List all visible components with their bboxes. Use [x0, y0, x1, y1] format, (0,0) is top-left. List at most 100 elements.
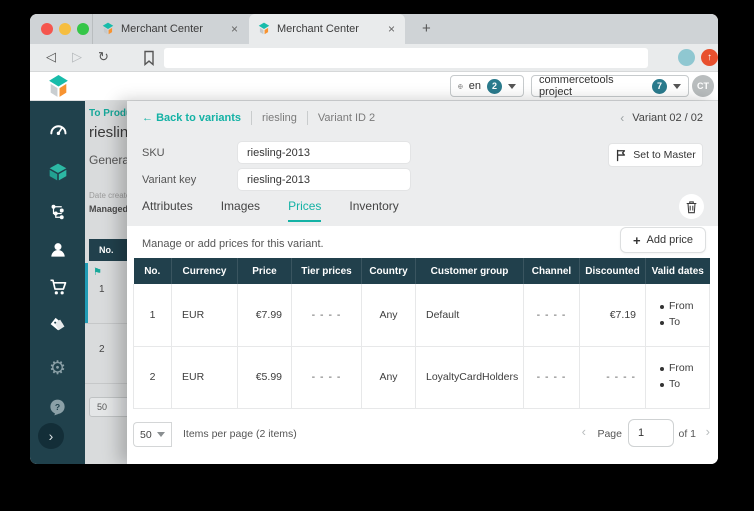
- tab-close-icon[interactable]: ×: [387, 22, 395, 36]
- sidebar-collapse-button[interactable]: ›: [38, 423, 64, 449]
- refresh-icon[interactable]: ↻: [98, 49, 109, 64]
- plus-icon: +: [632, 232, 641, 248]
- tags-icon: [50, 317, 64, 331]
- browser-tab-inactive[interactable]: Merchant Center ×: [92, 14, 248, 44]
- cell-currency: EUR: [171, 346, 238, 409]
- background-back-link[interactable]: To Products list: [89, 108, 127, 119]
- sku-label: SKU: [142, 147, 165, 159]
- table-header-row: No. Currency Price Tier prices Country C…: [133, 258, 710, 284]
- background-row-1[interactable]: 1: [99, 284, 105, 295]
- variant-pager-label: Variant 02 / 02: [632, 112, 703, 124]
- tab-images[interactable]: Images: [220, 199, 261, 213]
- cell-tier-prices: - - - -: [291, 346, 362, 409]
- window-close-button[interactable]: [41, 23, 53, 35]
- person-icon: [50, 243, 65, 257]
- back-icon[interactable]: ◁: [46, 49, 56, 64]
- extension-icon[interactable]: [678, 49, 695, 66]
- cube-icon: [49, 163, 66, 181]
- divider: [85, 383, 127, 384]
- bookmark-icon[interactable]: [142, 50, 156, 66]
- sidebar-item-support[interactable]: ?: [30, 388, 85, 426]
- back-to-variants-link[interactable]: ← Back to variants: [142, 112, 242, 124]
- cell-discounted: - - - -: [579, 346, 646, 409]
- tab-inventory[interactable]: Inventory: [349, 199, 399, 213]
- chevron-down-icon: [508, 83, 516, 89]
- sku-input[interactable]: [238, 142, 410, 163]
- cell-discounted: €7.19: [579, 284, 646, 347]
- divider: [251, 111, 253, 125]
- col-currency: Currency: [171, 258, 238, 284]
- flag-icon: [617, 149, 626, 161]
- sidebar-item-settings[interactable]: ⚙: [30, 349, 85, 387]
- set-to-master-button[interactable]: Set to Master: [608, 143, 703, 167]
- cell-valid-dates: From To: [645, 284, 710, 347]
- project-label: commercetools project: [539, 74, 614, 98]
- sidebar-item-dashboard[interactable]: [30, 111, 85, 149]
- background-date-label: Date created: [89, 191, 127, 200]
- tab-title: Merchant Center: [121, 23, 203, 35]
- chevron-down-icon: [157, 432, 165, 437]
- globe-icon: [458, 83, 463, 89]
- page-size-select[interactable]: 50: [133, 422, 171, 447]
- sidebar-item-orders[interactable]: [30, 268, 85, 306]
- page-label: Page: [597, 428, 622, 440]
- cell-customer-group: LoyaltyCardHolders: [415, 346, 524, 409]
- gear-icon: ⚙: [48, 357, 67, 379]
- window-zoom-button[interactable]: [77, 23, 89, 35]
- sidebar-item-categories[interactable]: [30, 193, 85, 231]
- prices-table: No. Currency Price Tier prices Country C…: [133, 258, 710, 409]
- previous-page-icon[interactable]: ‹: [581, 424, 586, 439]
- delete-variant-button[interactable]: [679, 194, 704, 219]
- language-label: en: [468, 80, 481, 92]
- chevron-down-icon: [673, 83, 681, 89]
- cell-country: Any: [361, 346, 416, 409]
- browser-tab-bar: Merchant Center × Merchant Center × +: [30, 14, 718, 44]
- variant-key-input[interactable]: [238, 169, 410, 190]
- background-table-header: No.: [89, 239, 127, 261]
- sidebar-item-products[interactable]: [30, 153, 85, 191]
- browser-window: Merchant Center × Merchant Center × + ◁ …: [30, 14, 718, 464]
- commercetools-logo: [49, 75, 68, 97]
- tab-prices[interactable]: Prices: [288, 199, 322, 222]
- page-number-input[interactable]: [628, 419, 674, 447]
- tab-attributes[interactable]: Attributes: [142, 199, 193, 213]
- background-row-2[interactable]: 2: [99, 344, 105, 355]
- table-row[interactable]: 2 EUR €5.99 - - - - Any LoyaltyCardHolde…: [133, 346, 710, 409]
- help-icon: ?: [50, 399, 65, 415]
- tab-close-icon[interactable]: ×: [230, 22, 238, 36]
- chevron-left-icon[interactable]: ‹: [620, 111, 625, 125]
- background-tab-general[interactable]: General: [89, 153, 127, 167]
- sidebar-item-customers[interactable]: [30, 231, 85, 269]
- bullet-icon: [660, 382, 664, 387]
- background-page-size-select[interactable]: 50: [89, 397, 127, 417]
- col-price: Price: [237, 258, 292, 284]
- col-channel: Channel: [523, 258, 580, 284]
- update-icon[interactable]: ↑: [701, 49, 718, 66]
- add-price-button[interactable]: + Add price: [620, 227, 706, 253]
- next-page-icon[interactable]: ›: [705, 424, 710, 439]
- language-selector[interactable]: en 2: [450, 75, 524, 97]
- forward-icon[interactable]: ▷: [72, 49, 82, 64]
- cell-no: 2: [133, 346, 172, 409]
- merchant-center-header: en 2 commercetools project 7 CT: [30, 72, 718, 101]
- project-selector[interactable]: commercetools project 7: [531, 74, 689, 98]
- cell-no: 1: [133, 284, 172, 347]
- cell-country: Any: [361, 284, 416, 347]
- new-tab-button[interactable]: +: [422, 20, 431, 37]
- table-row[interactable]: 1 EUR €7.99 - - - - Any Default - - - - …: [133, 284, 710, 347]
- svg-text:?: ?: [55, 401, 60, 411]
- sidebar-item-discounts[interactable]: [30, 306, 85, 344]
- user-avatar[interactable]: CT: [692, 75, 714, 97]
- cell-channel: - - - -: [523, 346, 580, 409]
- browser-toolbar: ◁ ▷ ↻ ↑: [30, 44, 718, 72]
- prices-description: Manage or add prices for this variant.: [142, 238, 324, 250]
- address-bar[interactable]: [164, 48, 648, 68]
- gauge-icon: [49, 125, 66, 135]
- divider: [171, 422, 172, 447]
- browser-tab-active[interactable]: Merchant Center ×: [249, 14, 405, 44]
- bullet-icon: [660, 320, 664, 325]
- background-manage-label: Managed: [89, 204, 127, 214]
- col-customer-group: Customer group: [415, 258, 524, 284]
- main-sidebar: ⚙ ? ›: [30, 101, 85, 464]
- window-minimize-button[interactable]: [59, 23, 71, 35]
